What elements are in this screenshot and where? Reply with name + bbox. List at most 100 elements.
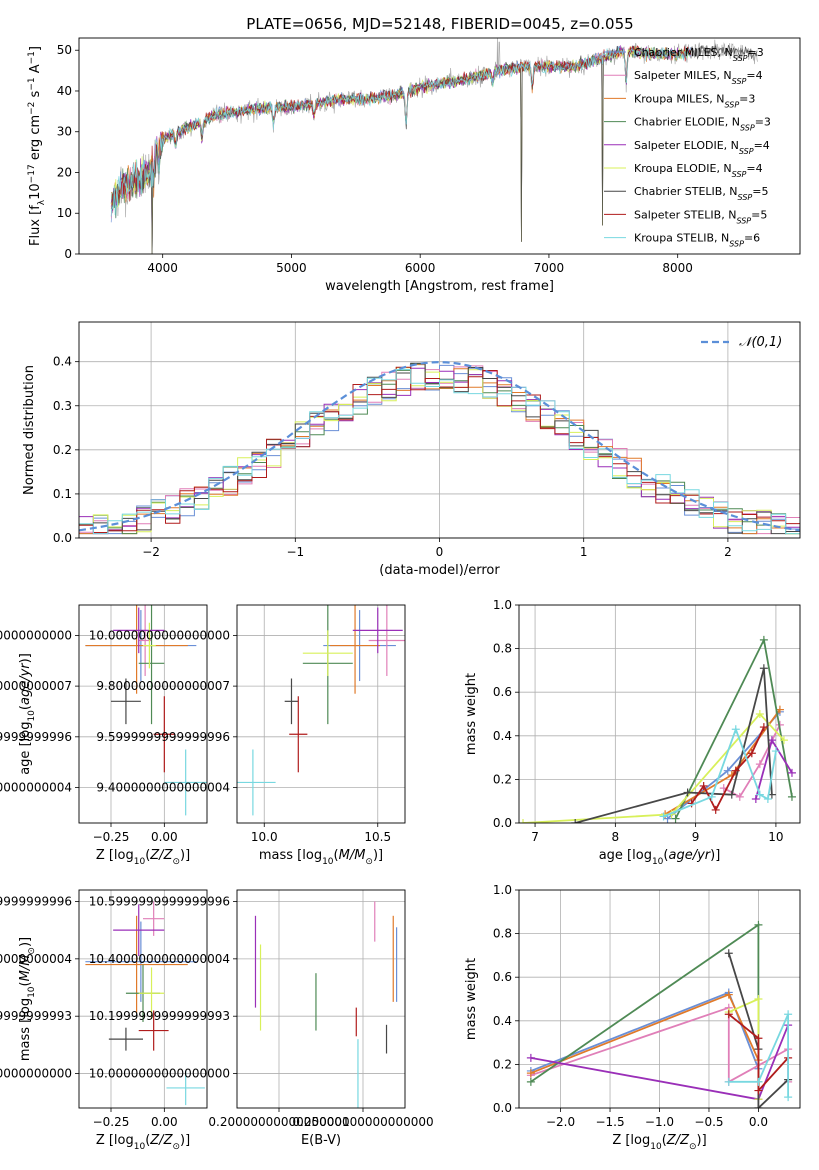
x-tick-label: 0.00	[151, 830, 178, 844]
x-tick-label: −1.0	[645, 1115, 674, 1129]
legend-entry: Kroupa ELODIE, NSSP=4	[634, 162, 763, 179]
label-part: =	[747, 46, 756, 59]
y-tick-label: 9.4000000000000004	[96, 781, 230, 795]
weight-point-marker	[711, 805, 720, 814]
label-part: age [log	[599, 848, 652, 863]
y-tick-label: 0.6	[493, 685, 512, 699]
y-tick-label: 30	[57, 125, 72, 139]
y-tick-label: 0.2	[493, 772, 512, 786]
y-tick-label: 0.2	[53, 443, 72, 457]
weight-point-marker	[771, 747, 780, 756]
x-tick-label: 5000	[276, 261, 307, 275]
label-part: =	[746, 162, 755, 175]
weight-point-marker	[671, 814, 680, 823]
y-tick-label: 10.4000000000000004	[0, 952, 72, 966]
x-tick-label: 0.0	[749, 1115, 768, 1129]
x-tick-label: 8000	[662, 261, 693, 275]
y-tick-label: 10.5999999999999996	[89, 894, 230, 908]
label-part: SSP	[733, 54, 748, 63]
y-tick-label: 10.0000000000000000	[0, 628, 72, 642]
x-tick-label: −0.25	[93, 1115, 130, 1129]
y-tick-label: 20	[57, 165, 72, 179]
label-part: M/M	[339, 848, 366, 863]
y-tick-label: 40	[57, 84, 72, 98]
label-part: , N	[721, 208, 736, 221]
weight-point-marker	[724, 949, 733, 958]
weight-point-marker	[747, 749, 756, 758]
panel-residuals: −2 −1 0 1 2 0.0 0.1 0.2 0.3 0.4 (data-model)/error…	[22, 321, 801, 578]
weight-point-marker	[571, 819, 580, 823]
y-tick-label: 0.4	[493, 729, 512, 743]
label-part: =	[751, 208, 760, 221]
label-part: Chabrier MILES	[634, 46, 718, 59]
label-part: ⊙	[172, 857, 180, 867]
label-part: 3	[764, 116, 771, 129]
weight-point-marker	[755, 790, 764, 799]
y-tick-label: 9.5999999999999996	[96, 730, 230, 744]
axes-frame	[518, 889, 801, 1109]
panel-weight-vs-Z: −2.0 −1.5 −1.0 −0.5 0.0 0.0 0.2 0.4 0.6 0.8 1.0 Z […	[464, 883, 801, 1152]
weight-point-marker	[754, 1104, 763, 1108]
y-tick-label: 10.1999999999999993	[0, 1009, 72, 1023]
label-part: SSP	[729, 239, 744, 248]
x-tick-label: 8	[612, 830, 620, 844]
plot-area-spectrum	[110, 38, 758, 254]
y-tick-label: 10.4000000000000004	[89, 952, 230, 966]
label-part: Chabrier STELIB	[634, 185, 722, 198]
label-part: 10	[28, 183, 43, 200]
y-tick-label: 0.0	[53, 531, 72, 545]
weight-series-line	[530, 923, 760, 1083]
weight-point-marker	[526, 1053, 535, 1062]
x-tick-label: 6000	[405, 261, 436, 275]
label-part: , N	[714, 232, 729, 245]
label-part: )]	[180, 848, 190, 863]
weight-point-marker	[727, 790, 736, 799]
label-part: ]	[28, 46, 43, 51]
y-tick-label: 0.6	[493, 970, 512, 984]
legend-entry: Salpeter MILES, NSSP=4	[634, 69, 763, 86]
x-tick-label: 7	[531, 830, 539, 844]
y-tick-label: 0.1	[53, 487, 72, 501]
panel-age-vs-Z: −0.25 0.00 9.4000000000000004 9.59999999999…	[0, 604, 208, 867]
y-tick-label: 9.4000000000000004	[0, 781, 72, 795]
y-axis-label: mass weight	[464, 673, 479, 755]
label-part: , N	[716, 69, 731, 82]
spectrum-model-line	[110, 45, 691, 254]
x-axis-label: Z [log10(Z/Z⊙)]	[96, 1133, 190, 1152]
weight-point-marker	[755, 760, 764, 769]
x-axis-label: age [log10(age/yr)]	[599, 848, 721, 867]
panel-spectrum: 4000 5000 6000 7000 8000 0 10 20 30 40 50 wavelengt…	[27, 37, 801, 294]
weight-point-marker	[759, 664, 768, 673]
weight-point-marker	[519, 819, 528, 823]
y-axis-label: Normed distribution	[22, 365, 37, 495]
label-part: A	[28, 64, 43, 77]
label-part: (	[18, 705, 33, 710]
x-tick-label: 10	[768, 830, 783, 844]
histogram-step-line	[79, 369, 800, 535]
y-tick-label: 0	[64, 247, 72, 261]
label-part: wavelength [Angstrom, rest frame]	[325, 279, 554, 294]
label-part: ⊙	[27, 947, 37, 955]
label-part: (	[663, 848, 668, 863]
weight-point-marker	[751, 795, 760, 804]
label-part: )]	[697, 1133, 707, 1148]
axes-frame	[518, 604, 801, 824]
weight-point-marker	[759, 635, 768, 644]
x-axis-label: Z [log10(Z/Z⊙)]	[96, 848, 190, 867]
label-part: ⊙	[172, 1142, 180, 1152]
panel-mass-vs-Z: −0.25 0.00 10.0000000000000000 10.199999999…	[0, 889, 208, 1152]
weight-point-marker	[754, 1086, 763, 1095]
label-part: mass [log	[18, 998, 33, 1061]
label-part: SSP	[732, 170, 747, 179]
label-part: erg cm	[28, 115, 43, 164]
label-part: (data-model)/error	[379, 563, 500, 578]
label-part: , N	[724, 139, 739, 152]
y-tick-label: 10.0000000000000000	[89, 628, 230, 642]
plot-area-mass-vs-Z	[79, 890, 207, 1108]
label-part: mass [log	[259, 848, 322, 863]
label-part: −1	[27, 77, 37, 90]
y-tick-label: 1.0	[493, 598, 512, 612]
y-tick-label: 9.5999999999999996	[0, 730, 72, 744]
